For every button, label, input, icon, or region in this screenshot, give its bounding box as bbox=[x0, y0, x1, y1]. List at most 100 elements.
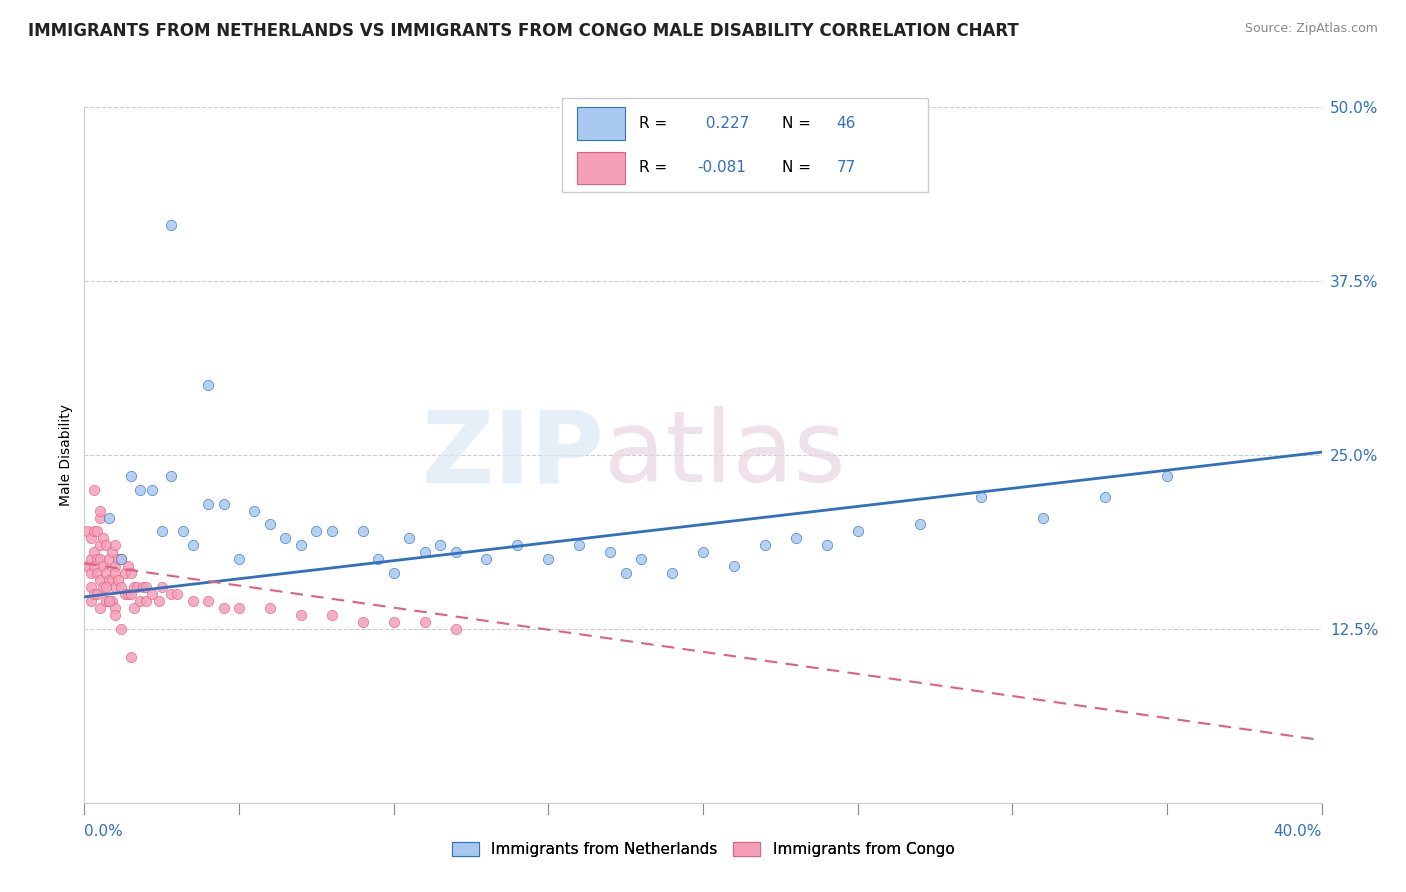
Point bbox=[382, 566, 405, 581]
Point bbox=[228, 552, 250, 566]
Point bbox=[444, 545, 467, 559]
Point bbox=[79, 566, 101, 581]
Point bbox=[110, 552, 132, 566]
Point bbox=[160, 468, 183, 483]
Point bbox=[141, 483, 163, 497]
Point bbox=[197, 378, 219, 392]
Point bbox=[91, 532, 114, 546]
Point bbox=[114, 587, 136, 601]
Point bbox=[129, 594, 152, 608]
Point bbox=[89, 538, 111, 552]
Point bbox=[259, 601, 281, 615]
Point bbox=[150, 524, 173, 539]
Point bbox=[101, 594, 124, 608]
Point bbox=[846, 524, 869, 539]
Point bbox=[630, 552, 652, 566]
Point bbox=[125, 580, 148, 594]
Point bbox=[290, 607, 312, 622]
Legend: Immigrants from Netherlands, Immigrants from Congo: Immigrants from Netherlands, Immigrants … bbox=[444, 834, 962, 864]
Point bbox=[83, 545, 105, 559]
Point bbox=[970, 490, 993, 504]
Point bbox=[321, 524, 343, 539]
Point bbox=[120, 649, 142, 664]
Point bbox=[89, 510, 111, 524]
Point bbox=[150, 580, 173, 594]
Point bbox=[114, 566, 136, 581]
Point bbox=[89, 552, 111, 566]
Point bbox=[614, 566, 637, 581]
Point bbox=[98, 510, 121, 524]
Point bbox=[104, 580, 127, 594]
Text: -0.081: -0.081 bbox=[697, 161, 747, 176]
Text: IMMIGRANTS FROM NETHERLANDS VS IMMIGRANTS FROM CONGO MALE DISABILITY CORRELATION: IMMIGRANTS FROM NETHERLANDS VS IMMIGRANT… bbox=[28, 22, 1019, 40]
Point bbox=[135, 580, 157, 594]
Point bbox=[83, 524, 105, 539]
Point bbox=[1156, 468, 1178, 483]
Point bbox=[599, 545, 621, 559]
Point bbox=[181, 594, 204, 608]
Point bbox=[104, 559, 127, 574]
Point bbox=[104, 538, 127, 552]
FancyBboxPatch shape bbox=[576, 108, 624, 140]
Point bbox=[98, 552, 121, 566]
Text: 46: 46 bbox=[837, 116, 856, 131]
Point bbox=[475, 552, 498, 566]
Point bbox=[160, 587, 183, 601]
Point bbox=[120, 566, 142, 581]
Text: atlas: atlas bbox=[605, 407, 845, 503]
Point bbox=[692, 545, 714, 559]
Point bbox=[754, 538, 776, 552]
Point bbox=[117, 559, 139, 574]
Point bbox=[908, 517, 931, 532]
Point bbox=[444, 622, 467, 636]
Point bbox=[86, 552, 108, 566]
Text: R =: R = bbox=[640, 116, 668, 131]
Point bbox=[382, 615, 405, 629]
Point bbox=[79, 552, 101, 566]
Point bbox=[197, 594, 219, 608]
Point bbox=[413, 615, 436, 629]
Point bbox=[89, 601, 111, 615]
Text: 40.0%: 40.0% bbox=[1274, 823, 1322, 838]
Point bbox=[98, 594, 121, 608]
Point bbox=[79, 532, 101, 546]
Point bbox=[89, 503, 111, 517]
Point bbox=[94, 566, 117, 581]
Point bbox=[1032, 510, 1054, 524]
Point bbox=[160, 219, 183, 233]
Point bbox=[197, 497, 219, 511]
Point bbox=[86, 587, 108, 601]
Point bbox=[135, 594, 157, 608]
Point bbox=[83, 587, 105, 601]
Point bbox=[212, 601, 235, 615]
Point bbox=[122, 601, 145, 615]
Point bbox=[413, 545, 436, 559]
Point bbox=[398, 532, 420, 546]
Point bbox=[104, 566, 127, 581]
Point bbox=[104, 601, 127, 615]
Point bbox=[212, 497, 235, 511]
Point bbox=[141, 587, 163, 601]
Text: ZIP: ZIP bbox=[422, 407, 605, 503]
Point bbox=[274, 532, 297, 546]
Point bbox=[305, 524, 328, 539]
Point bbox=[110, 552, 132, 566]
FancyBboxPatch shape bbox=[576, 152, 624, 185]
Point bbox=[506, 538, 529, 552]
Point bbox=[429, 538, 451, 552]
Point bbox=[110, 580, 132, 594]
Point bbox=[120, 587, 142, 601]
Point bbox=[352, 615, 374, 629]
Point bbox=[243, 503, 266, 517]
Point bbox=[94, 538, 117, 552]
Point bbox=[166, 587, 188, 601]
Point bbox=[785, 532, 807, 546]
Point bbox=[94, 580, 117, 594]
Point bbox=[79, 580, 101, 594]
Point bbox=[91, 559, 114, 574]
Point bbox=[352, 524, 374, 539]
Point bbox=[148, 594, 170, 608]
Point bbox=[94, 594, 117, 608]
Point bbox=[104, 607, 127, 622]
Point bbox=[228, 601, 250, 615]
